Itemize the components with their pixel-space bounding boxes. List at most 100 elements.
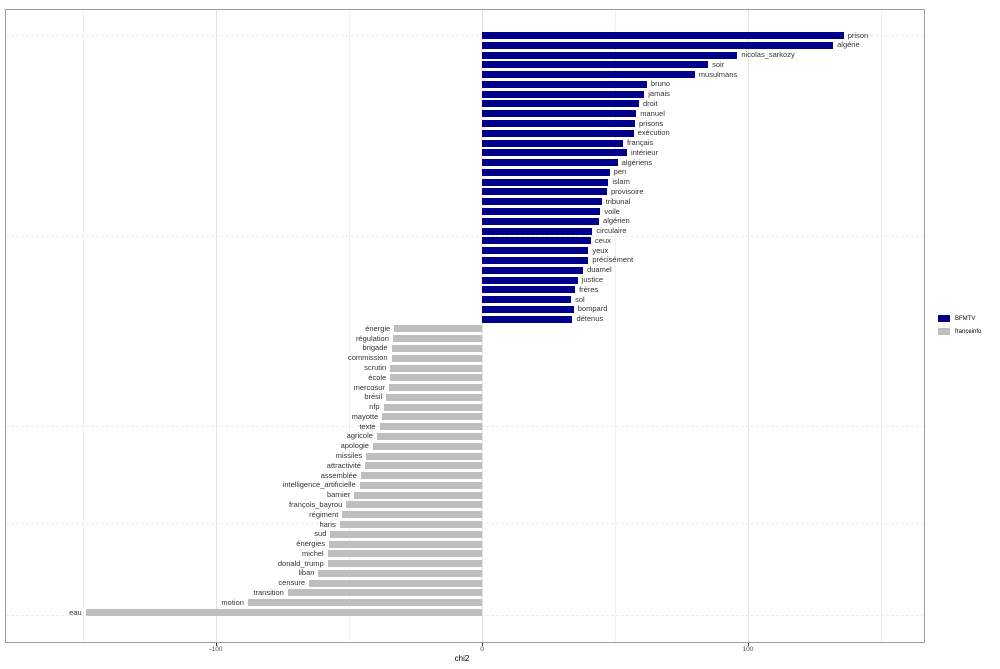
- bar-assemblée: [360, 472, 482, 480]
- bar-sud: [330, 530, 482, 538]
- bar-intelligence_artificielle: [359, 481, 482, 489]
- bar-français: [482, 139, 623, 147]
- bar-nicolas_sarkozy: [482, 51, 738, 59]
- bar-label-donald_trump: donald_trump: [277, 558, 324, 568]
- bar-label-énergie: énergie: [365, 323, 391, 333]
- bar-michel: [327, 550, 482, 558]
- bar-sol: [482, 296, 572, 304]
- bar-apologie: [372, 442, 482, 450]
- bar-voile: [482, 208, 601, 216]
- bar-label-assemblée: assemblée: [320, 470, 357, 480]
- bar-label-intelligence_artificielle: intelligence_artificielle: [282, 480, 356, 490]
- bar-label-algériens: algériens: [621, 157, 653, 167]
- bar-label-nicolas_sarkozy: nicolas_sarkozy: [741, 50, 795, 60]
- bar-label-prison: prison: [847, 30, 869, 40]
- bar-label-transition: transition: [253, 587, 284, 597]
- legend-item-bfmtv: BFMTV: [938, 312, 981, 325]
- legend-swatch-bfmtv: [938, 315, 950, 322]
- bar-label-détenus: détenus: [576, 314, 604, 324]
- gridline-x-minus150: [83, 10, 84, 642]
- bar-droit: [482, 100, 639, 108]
- bar-label-attractivité: attractivité: [326, 460, 361, 470]
- bar-attractivité: [364, 462, 482, 470]
- bar-label-barnier: barnier: [326, 490, 351, 500]
- plot-panel: prison algérie nicolas_sarkozy soir musulman…: [5, 9, 925, 643]
- bar-label-voile: voile: [604, 206, 620, 216]
- bar-label-michel: michel: [302, 548, 324, 558]
- bar-label-algérien: algérien: [603, 216, 630, 226]
- bar-label-prisons: prisons: [638, 118, 664, 128]
- bar-prison: [482, 32, 844, 39]
- bar-précisément: [482, 256, 589, 264]
- bar-label-françois_bayrou: françois_bayrou: [288, 499, 343, 509]
- bar-label-haris: haris: [319, 519, 336, 529]
- gridline-x-50: [615, 10, 616, 642]
- bar-détenus: [482, 315, 573, 323]
- legend-item-franceinfo: franceinfo: [938, 325, 981, 338]
- bar-label-provisoire: provisoire: [611, 186, 644, 196]
- bar-bompard: [482, 305, 574, 313]
- bar-label-jamais: jamais: [648, 89, 670, 99]
- bar-yeux: [482, 247, 589, 255]
- bar-donald_trump: [327, 560, 482, 568]
- bar-frères: [482, 286, 576, 294]
- x-tick-0: [482, 643, 483, 646]
- bar-mercosur: [388, 384, 482, 392]
- x-tick-label-minus100: -100: [209, 646, 223, 653]
- bar-label-brésil: brésil: [364, 392, 383, 402]
- bar-label-bompard: bompard: [577, 304, 608, 314]
- bar-barnier: [354, 491, 482, 499]
- bar-provisoire: [482, 188, 608, 196]
- bar-exécution: [482, 129, 634, 137]
- bar-label-mayotte: mayotte: [351, 411, 379, 421]
- bar-label-agricole: agricole: [346, 431, 373, 441]
- bar-label-commission: commission: [347, 353, 388, 363]
- bar-label-texte: texte: [359, 421, 376, 431]
- bar-label-scrutin: scrutin: [364, 363, 387, 373]
- bar-label-école: école: [368, 372, 387, 382]
- bar-école: [390, 374, 482, 382]
- bar-brésil: [386, 393, 482, 401]
- bar-label-régulation: régulation: [355, 333, 389, 343]
- legend-label-franceinfo: franceinfo: [955, 328, 982, 335]
- gridline-x-150: [881, 10, 882, 642]
- bar-énergies: [329, 540, 482, 548]
- x-tick-label-100: 100: [742, 646, 754, 653]
- bar-scrutin: [390, 364, 482, 372]
- bar-ceux: [482, 237, 592, 245]
- bar-manuel: [482, 110, 637, 118]
- bar-label-justice: justice: [581, 275, 604, 284]
- bar-bruno: [482, 80, 647, 88]
- bar-label-français: français: [626, 138, 654, 148]
- bar-label-tribunal: tribunal: [605, 196, 631, 206]
- bar-label-mercosur: mercosur: [353, 382, 385, 392]
- bar-label-manuel: manuel: [640, 108, 665, 118]
- bar-prisons: [482, 120, 635, 128]
- bar-agricole: [376, 432, 482, 440]
- legend: BFMTV franceinfo: [938, 312, 981, 338]
- bar-label-ceux: ceux: [595, 235, 611, 245]
- gridline-y: [6, 35, 924, 36]
- bar-motion: [247, 599, 482, 607]
- bar-label-pen: pen: [613, 167, 627, 177]
- bar-label-missiles: missiles: [335, 451, 363, 461]
- bar-islam: [482, 178, 609, 186]
- bar-label-sud: sud: [314, 529, 327, 539]
- bar-label-motion: motion: [221, 597, 244, 607]
- gridline-x-minus100: [216, 10, 217, 642]
- bar-label-exécution: exécution: [637, 128, 670, 138]
- bar-jamais: [482, 90, 645, 98]
- bar-duamel: [482, 266, 584, 274]
- legend-swatch-franceinfo: [938, 328, 950, 335]
- x-axis-title: chi2: [454, 654, 470, 663]
- bar-tribunal: [482, 198, 602, 206]
- bar-transition: [287, 589, 482, 597]
- bar-label-circulaire: circulaire: [596, 226, 627, 236]
- bar-label-soir: soir: [712, 59, 725, 69]
- bar-label-musulmans: musulmans: [698, 69, 738, 79]
- bar-mayotte: [382, 413, 482, 421]
- bar-algérie: [482, 41, 834, 49]
- bar-label-intérieur: intérieur: [630, 147, 659, 157]
- gridline-x-0: [482, 10, 483, 642]
- bar-musulmans: [482, 71, 695, 79]
